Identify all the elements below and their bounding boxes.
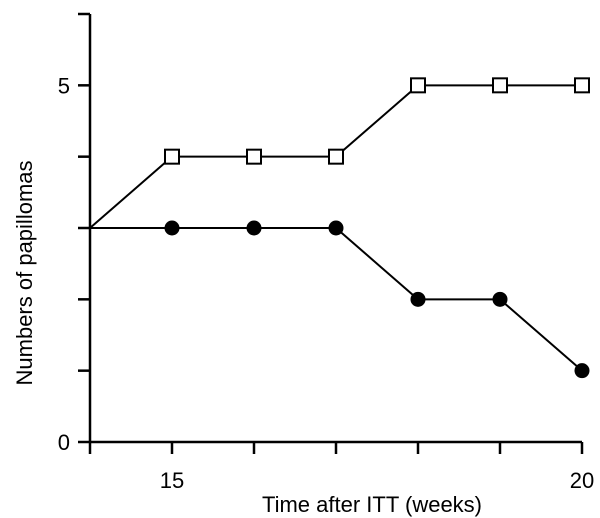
data-point-square — [492, 77, 508, 94]
data-point-square — [574, 77, 590, 94]
data-point-circle — [410, 291, 426, 307]
y-tick-label: 5 — [58, 73, 70, 98]
data-point-circle — [328, 220, 344, 236]
data-point-circle — [492, 291, 508, 307]
x-tick-label: 20 — [570, 468, 594, 493]
x-tick-label: 15 — [160, 468, 184, 493]
x-axis-title: Time after ITT (weeks) — [262, 492, 482, 517]
y-axis-ticks: 05 — [58, 12, 90, 455]
x-axis-ticks: 15 20 — [88, 442, 594, 493]
y-axis-title: Numbers of papillomas — [12, 161, 37, 386]
data-point-square — [164, 148, 180, 165]
series-filled-circle — [90, 220, 590, 379]
y-tick-label: 0 — [58, 430, 70, 455]
series-line — [90, 227, 583, 372]
data-point-circle — [574, 363, 590, 379]
data-point-square — [410, 77, 426, 94]
data-point-square — [328, 148, 344, 165]
series-open-square — [89, 77, 590, 229]
data-point-circle — [164, 220, 180, 236]
series-group — [89, 77, 590, 379]
data-point-circle — [246, 220, 262, 236]
data-point-square — [246, 148, 262, 165]
